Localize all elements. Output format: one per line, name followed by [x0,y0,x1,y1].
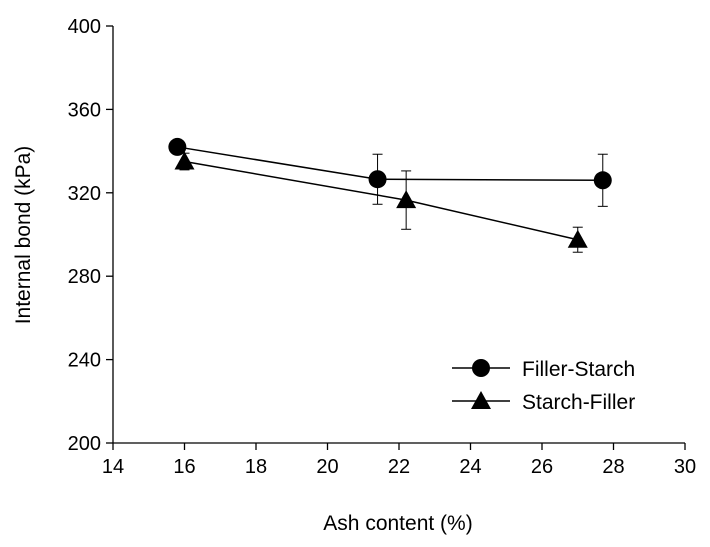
data-point-triangle [174,151,195,170]
legend-item-filler-starch: Filler-Starch [452,358,635,381]
x-tick-label: 16 [173,456,195,478]
y-tick-label: 240 [68,350,101,372]
plot-area: 14 16 18 20 22 24 26 28 30 200 240 280 320 360 400 [68,16,697,478]
y-tick-label: 280 [68,266,101,288]
y-tick-label: 200 [68,433,101,455]
data-point-circle [593,171,612,190]
y-tick-label: 400 [68,16,101,38]
x-tick-label: 20 [316,456,338,478]
legend-label-filler-starch: Filler-Starch [522,358,635,381]
legend-item-starch-filler: Starch-Filler [452,391,635,414]
y-axis-title: Internal bond (kPa) [12,146,35,325]
legend-marker-triangle [471,391,491,409]
y-tick-label: 360 [68,99,101,121]
x-ticks: 14 16 18 20 22 24 26 28 30 [102,443,696,478]
x-tick-label: 18 [245,456,267,478]
series-line-filler-starch [177,146,603,182]
legend-label-starch-filler: Starch-Filler [522,391,635,414]
data-point-circle [368,170,387,189]
x-axis-title: Ash content (%) [323,512,472,535]
x-tick-label: 30 [674,456,696,478]
series-starch-filler [174,151,588,253]
x-tick-label: 28 [602,456,624,478]
series-filler-starch [168,137,612,207]
y-ticks: 200 240 280 320 360 400 [68,16,113,455]
series-layer [168,137,612,253]
x-tick-label: 26 [531,456,553,478]
legend-marker-circle [472,359,490,377]
data-point-triangle [567,229,588,248]
x-tick-label: 24 [459,456,481,478]
x-tick-label: 22 [388,456,410,478]
legend: Filler-Starch Starch-Filler [452,358,635,414]
x-tick-label: 14 [102,456,124,478]
data-point-triangle [396,190,417,209]
y-tick-label: 320 [68,183,101,205]
data-point-circle [168,137,187,156]
